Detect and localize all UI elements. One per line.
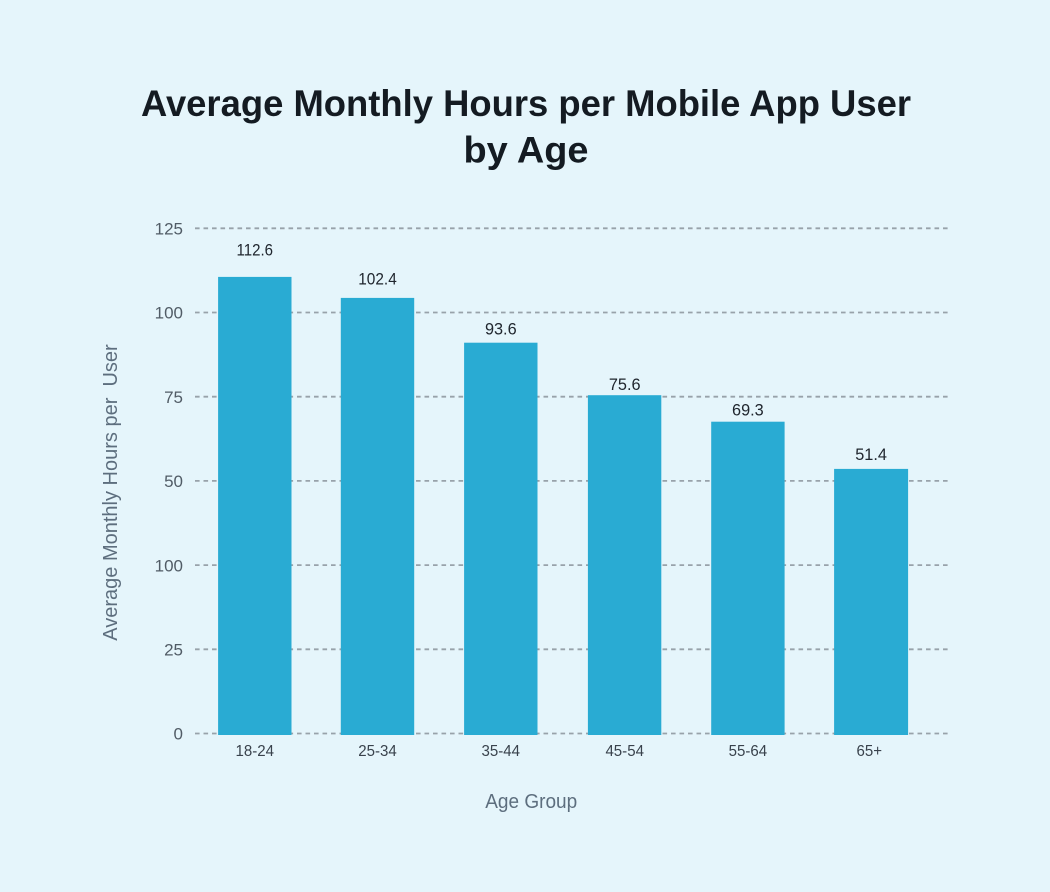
svg-text:75: 75	[164, 388, 183, 407]
svg-text:50: 50	[164, 472, 183, 491]
svg-text:69.3: 69.3	[732, 402, 764, 420]
svg-text:65+: 65+	[857, 743, 883, 760]
svg-text:25: 25	[164, 641, 183, 660]
svg-text:125: 125	[155, 220, 183, 239]
svg-text:by Age: by Age	[464, 130, 589, 171]
svg-text:Average Monthly Hours per Use: Average Monthly Hours per User	[100, 344, 122, 641]
svg-text:100: 100	[155, 304, 183, 323]
svg-text:100: 100	[155, 556, 183, 575]
svg-text:35-44: 35-44	[482, 743, 521, 760]
svg-text:93.6: 93.6	[485, 320, 517, 338]
svg-text:102.4: 102.4	[358, 271, 397, 289]
svg-text:75.6: 75.6	[609, 376, 641, 394]
svg-text:25-34: 25-34	[358, 743, 397, 760]
svg-text:45-54: 45-54	[605, 743, 644, 760]
svg-text:Age Group: Age Group	[485, 791, 577, 813]
svg-text:51.4: 51.4	[855, 446, 887, 464]
svg-text:55-64: 55-64	[729, 743, 768, 760]
svg-text:18-24: 18-24	[236, 743, 275, 760]
svg-text:Average Monthly Hours per Mobi: Average Monthly Hours per Mobile App Use…	[141, 83, 911, 124]
svg-text:0: 0	[174, 725, 183, 744]
svg-text:112.6: 112.6	[237, 242, 274, 260]
